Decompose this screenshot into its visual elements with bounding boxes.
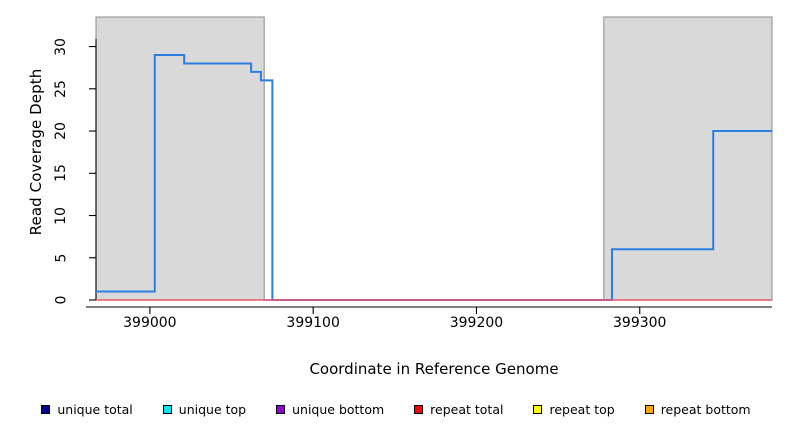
legend-swatch-icon xyxy=(644,404,654,414)
legend-swatch-icon xyxy=(41,404,51,414)
legend-label: unique top xyxy=(178,401,247,417)
chart-legend: unique total unique top unique bottom repea… xyxy=(0,398,792,420)
repeat-region-right xyxy=(603,16,773,301)
legend-swatch-icon xyxy=(414,404,424,414)
coverage-series-layer xyxy=(96,54,772,301)
legend-label: repeat bottom xyxy=(660,401,751,417)
x-axis-title: Coordinate in Reference Genome xyxy=(309,360,559,378)
legend-item[interactable]: repeat bottom xyxy=(644,401,751,417)
legend-item[interactable]: repeat total xyxy=(414,403,503,416)
legend-label: unique bottom xyxy=(292,401,385,417)
legend-item[interactable]: repeat top xyxy=(533,401,615,417)
legend-swatch-icon xyxy=(533,404,543,414)
legend-swatch-icon xyxy=(162,404,172,414)
shaded-repeat-regions xyxy=(95,16,773,301)
series-unique-total xyxy=(96,54,772,301)
x-tick-label: 399100 xyxy=(286,315,340,331)
legend-label: repeat total xyxy=(430,401,504,417)
repeat-region-left xyxy=(95,16,265,301)
x-tick-label: 399200 xyxy=(449,315,504,331)
axis-lines-and-ticks xyxy=(86,38,772,314)
legend-item[interactable]: unique top xyxy=(162,401,247,417)
legend-label: unique total xyxy=(57,401,133,417)
legend-swatch-icon xyxy=(276,404,286,414)
legend-label: repeat top xyxy=(549,401,615,417)
legend-item[interactable]: unique total xyxy=(41,401,133,417)
x-tick-label: 399000 xyxy=(123,315,177,331)
legend-item[interactable]: unique bottom xyxy=(276,403,384,416)
x-tick-label: 399300 xyxy=(613,315,667,331)
